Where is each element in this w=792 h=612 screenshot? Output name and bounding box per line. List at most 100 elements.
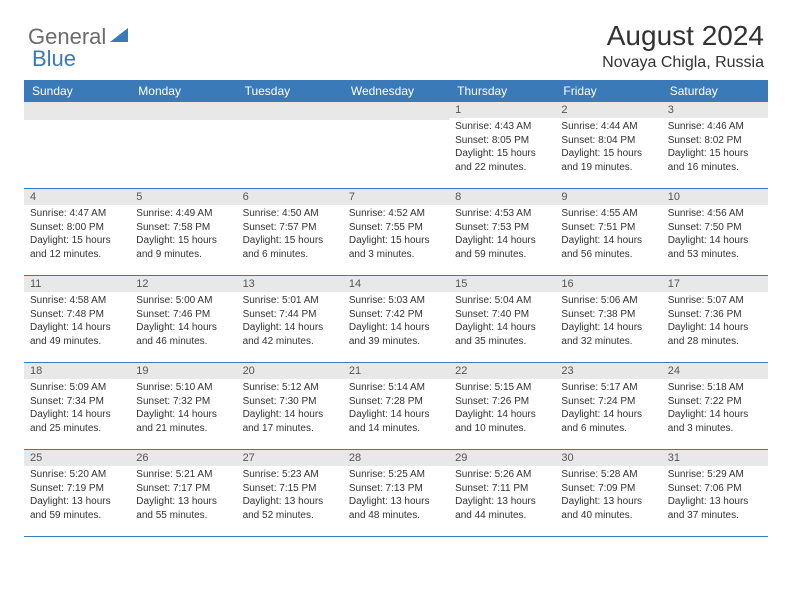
day-cell: 14Sunrise: 5:03 AMSunset: 7:42 PMDayligh…	[343, 276, 449, 362]
day-number: 20	[237, 363, 343, 379]
daylight-text: Daylight: 14 hours and 59 minutes.	[455, 234, 549, 261]
daylight-text: Daylight: 14 hours and 46 minutes.	[136, 321, 230, 348]
day-number: 26	[130, 450, 236, 466]
day-content: Sunrise: 5:25 AMSunset: 7:13 PMDaylight:…	[343, 466, 449, 524]
daylight-text: Daylight: 14 hours and 53 minutes.	[668, 234, 762, 261]
day-cell	[343, 102, 449, 188]
sunset-text: Sunset: 7:30 PM	[243, 395, 337, 409]
day-cell: 17Sunrise: 5:07 AMSunset: 7:36 PMDayligh…	[662, 276, 768, 362]
day-content: Sunrise: 5:28 AMSunset: 7:09 PMDaylight:…	[555, 466, 661, 524]
daylight-text: Daylight: 14 hours and 6 minutes.	[561, 408, 655, 435]
sunrise-text: Sunrise: 4:46 AM	[668, 120, 762, 134]
day-cell	[130, 102, 236, 188]
sunrise-text: Sunrise: 4:47 AM	[30, 207, 124, 221]
daylight-text: Daylight: 13 hours and 48 minutes.	[349, 495, 443, 522]
daylight-text: Daylight: 14 hours and 28 minutes.	[668, 321, 762, 348]
logo-triangle-icon	[110, 26, 130, 49]
day-cell: 21Sunrise: 5:14 AMSunset: 7:28 PMDayligh…	[343, 363, 449, 449]
sunset-text: Sunset: 7:46 PM	[136, 308, 230, 322]
day-number: 30	[555, 450, 661, 466]
day-content: Sunrise: 5:04 AMSunset: 7:40 PMDaylight:…	[449, 292, 555, 350]
day-content: Sunrise: 4:47 AMSunset: 8:00 PMDaylight:…	[24, 205, 130, 263]
day-number: 24	[662, 363, 768, 379]
daylight-text: Daylight: 14 hours and 17 minutes.	[243, 408, 337, 435]
day-content: Sunrise: 5:18 AMSunset: 7:22 PMDaylight:…	[662, 379, 768, 437]
daylight-text: Daylight: 14 hours and 49 minutes.	[30, 321, 124, 348]
sunset-text: Sunset: 7:50 PM	[668, 221, 762, 235]
day-number: 11	[24, 276, 130, 292]
daylight-text: Daylight: 14 hours and 3 minutes.	[668, 408, 762, 435]
day-content: Sunrise: 5:01 AMSunset: 7:44 PMDaylight:…	[237, 292, 343, 350]
sunset-text: Sunset: 8:02 PM	[668, 134, 762, 148]
sunrise-text: Sunrise: 5:07 AM	[668, 294, 762, 308]
day-content: Sunrise: 4:44 AMSunset: 8:04 PMDaylight:…	[555, 118, 661, 176]
day-content: Sunrise: 5:12 AMSunset: 7:30 PMDaylight:…	[237, 379, 343, 437]
day-number: 23	[555, 363, 661, 379]
sunrise-text: Sunrise: 5:01 AM	[243, 294, 337, 308]
day-cell: 22Sunrise: 5:15 AMSunset: 7:26 PMDayligh…	[449, 363, 555, 449]
day-cell: 13Sunrise: 5:01 AMSunset: 7:44 PMDayligh…	[237, 276, 343, 362]
sunset-text: Sunset: 7:48 PM	[30, 308, 124, 322]
day-content: Sunrise: 4:50 AMSunset: 7:57 PMDaylight:…	[237, 205, 343, 263]
sunrise-text: Sunrise: 5:18 AM	[668, 381, 762, 395]
day-cell: 7Sunrise: 4:52 AMSunset: 7:55 PMDaylight…	[343, 189, 449, 275]
week-row: 25Sunrise: 5:20 AMSunset: 7:19 PMDayligh…	[24, 450, 768, 537]
logo-blue-text: Blue	[32, 46, 76, 72]
day-cell	[237, 102, 343, 188]
day-number: 15	[449, 276, 555, 292]
calendar: SundayMondayTuesdayWednesdayThursdayFrid…	[0, 80, 792, 537]
sunset-text: Sunset: 7:53 PM	[455, 221, 549, 235]
sunrise-text: Sunrise: 5:04 AM	[455, 294, 549, 308]
day-cell: 31Sunrise: 5:29 AMSunset: 7:06 PMDayligh…	[662, 450, 768, 536]
sunrise-text: Sunrise: 5:09 AM	[30, 381, 124, 395]
sunset-text: Sunset: 7:24 PM	[561, 395, 655, 409]
day-content: Sunrise: 5:17 AMSunset: 7:24 PMDaylight:…	[555, 379, 661, 437]
sunrise-text: Sunrise: 5:20 AM	[30, 468, 124, 482]
logo-blue-label: Blue	[32, 46, 76, 71]
day-header-saturday: Saturday	[662, 80, 768, 102]
daylight-text: Daylight: 15 hours and 22 minutes.	[455, 147, 549, 174]
daylight-text: Daylight: 15 hours and 12 minutes.	[30, 234, 124, 261]
sunrise-text: Sunrise: 4:56 AM	[668, 207, 762, 221]
sunset-text: Sunset: 7:15 PM	[243, 482, 337, 496]
day-number: 18	[24, 363, 130, 379]
day-header-wednesday: Wednesday	[343, 80, 449, 102]
day-cell: 20Sunrise: 5:12 AMSunset: 7:30 PMDayligh…	[237, 363, 343, 449]
day-number: 27	[237, 450, 343, 466]
sunrise-text: Sunrise: 5:29 AM	[668, 468, 762, 482]
day-cell: 11Sunrise: 4:58 AMSunset: 7:48 PMDayligh…	[24, 276, 130, 362]
weeks-container: 1Sunrise: 4:43 AMSunset: 8:05 PMDaylight…	[24, 102, 768, 537]
day-number: 21	[343, 363, 449, 379]
sunset-text: Sunset: 7:34 PM	[30, 395, 124, 409]
sunrise-text: Sunrise: 4:53 AM	[455, 207, 549, 221]
daylight-text: Daylight: 15 hours and 3 minutes.	[349, 234, 443, 261]
sunrise-text: Sunrise: 5:23 AM	[243, 468, 337, 482]
day-content: Sunrise: 4:49 AMSunset: 7:58 PMDaylight:…	[130, 205, 236, 263]
day-number: 22	[449, 363, 555, 379]
day-header-friday: Friday	[555, 80, 661, 102]
day-header-monday: Monday	[130, 80, 236, 102]
sunset-text: Sunset: 7:44 PM	[243, 308, 337, 322]
daylight-text: Daylight: 15 hours and 9 minutes.	[136, 234, 230, 261]
day-number-empty	[237, 102, 343, 120]
sunrise-text: Sunrise: 5:14 AM	[349, 381, 443, 395]
day-cell: 12Sunrise: 5:00 AMSunset: 7:46 PMDayligh…	[130, 276, 236, 362]
day-cell: 2Sunrise: 4:44 AMSunset: 8:04 PMDaylight…	[555, 102, 661, 188]
day-content: Sunrise: 5:29 AMSunset: 7:06 PMDaylight:…	[662, 466, 768, 524]
sunset-text: Sunset: 7:28 PM	[349, 395, 443, 409]
sunrise-text: Sunrise: 5:10 AM	[136, 381, 230, 395]
sunset-text: Sunset: 7:09 PM	[561, 482, 655, 496]
day-number-empty	[24, 102, 130, 120]
week-row: 11Sunrise: 4:58 AMSunset: 7:48 PMDayligh…	[24, 276, 768, 363]
day-number: 17	[662, 276, 768, 292]
day-number: 25	[24, 450, 130, 466]
sunrise-text: Sunrise: 5:03 AM	[349, 294, 443, 308]
sunrise-text: Sunrise: 4:55 AM	[561, 207, 655, 221]
day-content: Sunrise: 4:52 AMSunset: 7:55 PMDaylight:…	[343, 205, 449, 263]
day-content: Sunrise: 5:07 AMSunset: 7:36 PMDaylight:…	[662, 292, 768, 350]
sunset-text: Sunset: 8:04 PM	[561, 134, 655, 148]
daylight-text: Daylight: 14 hours and 21 minutes.	[136, 408, 230, 435]
daylight-text: Daylight: 15 hours and 16 minutes.	[668, 147, 762, 174]
daylight-text: Daylight: 14 hours and 42 minutes.	[243, 321, 337, 348]
sunset-text: Sunset: 7:51 PM	[561, 221, 655, 235]
